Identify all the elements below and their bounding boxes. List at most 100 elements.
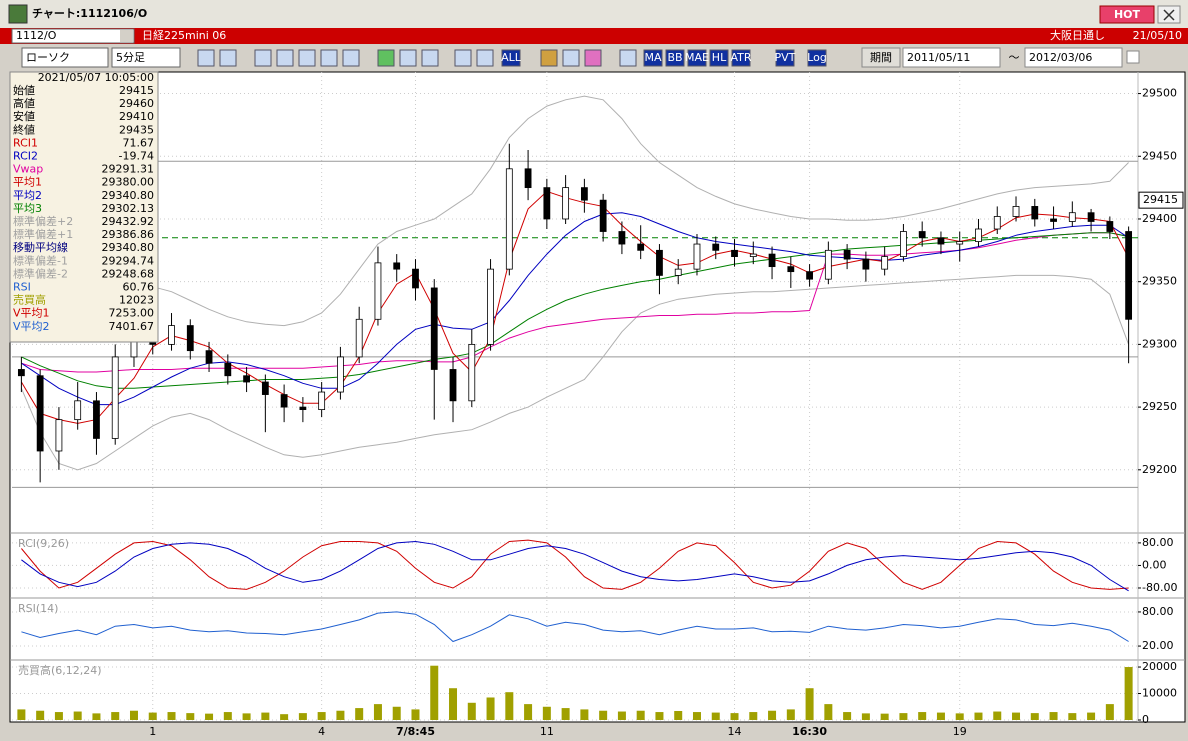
interval-combobox[interactable] — [111, 47, 181, 68]
tool-icon[interactable] — [687, 49, 707, 67]
tool-icon[interactable] — [421, 49, 439, 67]
volume-bar — [505, 692, 514, 720]
info-label: 売買高 — [13, 293, 46, 307]
from-date-input[interactable] — [902, 47, 1001, 68]
y-tick-label: 29250 — [1142, 400, 1177, 413]
candle-body — [1068, 212, 1076, 222]
info-value: 29415 — [119, 84, 154, 97]
candle-body — [975, 228, 982, 242]
info-value: 29340.80 — [102, 189, 155, 202]
volume-bar — [167, 712, 176, 720]
volume-bar — [242, 713, 251, 720]
hot-button[interactable] — [1099, 5, 1155, 24]
tool-icon[interactable] — [342, 49, 360, 67]
tool-icon[interactable] — [454, 49, 472, 67]
candle-body — [674, 268, 682, 276]
chart-type-combobox[interactable] — [21, 47, 109, 68]
tool-icon[interactable] — [775, 49, 795, 67]
tool-icon[interactable] — [377, 49, 395, 67]
tool-icon-label: Log — [807, 51, 827, 64]
volume-bar — [561, 708, 570, 720]
candle-body — [55, 419, 63, 452]
tool-icon[interactable] — [298, 49, 316, 67]
y-tick-label: 80.00 — [1142, 605, 1174, 618]
candle-body — [1031, 206, 1039, 220]
toolbar-icons — [197, 49, 637, 67]
tool-icon-label: HL — [712, 51, 727, 64]
x-tick-label: 11 — [540, 725, 554, 738]
tool-icon[interactable] — [320, 49, 338, 67]
tool-icon[interactable] — [665, 49, 685, 67]
tool-icon[interactable] — [197, 49, 215, 67]
tool-icon[interactable] — [254, 49, 272, 67]
candle-body — [824, 249, 832, 280]
tool-icon[interactable] — [619, 49, 637, 67]
tilde: 〜 — [1009, 51, 1020, 64]
tool-icon[interactable] — [562, 49, 580, 67]
tool-icon[interactable] — [709, 49, 729, 67]
interval: 5分足 — [116, 51, 145, 64]
candle-body — [280, 394, 288, 408]
to-date-input[interactable] — [1024, 47, 1123, 68]
volume-bar — [92, 713, 101, 720]
candle-body — [337, 356, 344, 393]
info-value: 29380.00 — [102, 176, 155, 189]
candle-body — [862, 258, 870, 270]
tool-icon[interactable] — [731, 49, 751, 67]
x-tick-label: 19 — [953, 725, 967, 738]
tool-icon[interactable] — [643, 49, 663, 67]
candle-body — [299, 406, 307, 411]
volume-bar — [636, 710, 645, 720]
series-line — [21, 540, 1129, 592]
info-value: 7253.00 — [109, 307, 155, 320]
volume-bar — [36, 710, 45, 720]
candle-body — [393, 262, 401, 270]
info-label: 標準偏差-2 — [13, 266, 68, 280]
symbol: 1112/O — [16, 29, 57, 42]
symbol-combobox[interactable] — [11, 28, 135, 44]
y-tick-label: 20.00 — [1142, 639, 1174, 652]
series-line — [21, 212, 1129, 406]
last-price-label: 29415 — [1143, 193, 1178, 206]
candle-body — [580, 187, 588, 201]
y-tick-label: -80.00 — [1142, 581, 1177, 594]
tool-icon[interactable] — [399, 49, 417, 67]
tool-icon[interactable] — [219, 49, 237, 67]
candle-body — [900, 231, 907, 257]
volume-bar — [824, 704, 833, 720]
info-label: Vwap — [13, 163, 43, 176]
volume-bar — [1087, 712, 1096, 720]
volume-bar — [955, 713, 964, 720]
tool-icon[interactable] — [476, 49, 494, 67]
candle-body — [712, 243, 720, 251]
series-line — [21, 95, 1129, 327]
volume-bar — [261, 712, 270, 720]
tool-icon[interactable] — [807, 49, 827, 67]
period-button[interactable] — [861, 47, 901, 68]
volume-bar — [317, 712, 326, 720]
candle-body — [1087, 212, 1095, 222]
volume-bar — [449, 688, 458, 720]
volume-bar — [392, 706, 401, 720]
volume-bar — [542, 706, 551, 720]
from-date: 2011/05/11 — [907, 51, 970, 64]
candle-body — [806, 271, 813, 280]
tool-icon[interactable] — [584, 49, 602, 67]
volume-bar — [280, 714, 289, 720]
candle-body — [412, 268, 419, 289]
tool-icon[interactable] — [540, 49, 558, 67]
tool-icon[interactable] — [276, 49, 294, 67]
volume-bar — [223, 712, 232, 720]
candle-body — [731, 249, 738, 257]
tool-icon[interactable] — [501, 49, 521, 67]
volume-bar — [711, 712, 720, 720]
dropdown-button[interactable] — [120, 30, 133, 42]
candle-body — [1050, 218, 1057, 222]
volume-bar — [918, 712, 927, 720]
info-header: 2021/05/07 10:05:00 — [38, 71, 154, 84]
checkbox[interactable] — [1126, 50, 1140, 64]
candle-body — [562, 187, 570, 220]
candle-body — [243, 375, 250, 383]
